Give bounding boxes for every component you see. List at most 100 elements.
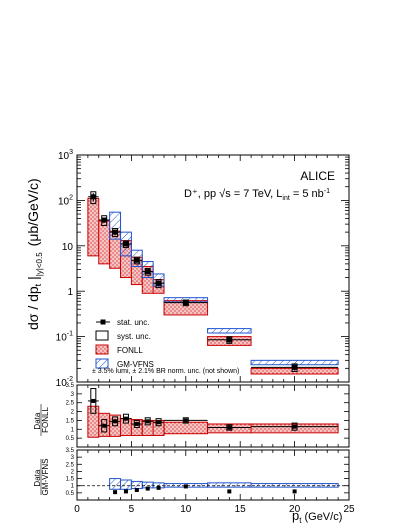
data-point: [101, 217, 107, 223]
fonll-ratio-y-tick-label: 1: [71, 427, 75, 433]
fonll-ratio-band: [120, 418, 132, 436]
y-tick-label: 103: [58, 149, 73, 162]
gmvfns-ratio-y-tick-label: 1.5: [66, 477, 75, 483]
fonll-ratio-label: Data FONLL: [33, 407, 50, 433]
fonll-ratio-syst-box: [226, 424, 233, 431]
y-tick-label: 10-2: [56, 376, 73, 389]
y-tick-label-base: 10: [56, 378, 68, 389]
gmvfns-ratio-band: [250, 483, 339, 488]
gmvfns-ratio-label-num: Data: [33, 469, 42, 486]
y-tick-label-base: 10: [58, 196, 70, 207]
fonll-band: [98, 220, 111, 265]
data-point: [134, 257, 140, 263]
gmvfns-ratio-point: [292, 489, 297, 494]
gmvfns-ratio-band: [109, 478, 122, 490]
fonll-ratio-point: [102, 423, 107, 428]
fonll-ratio-syst-box: [90, 388, 97, 414]
y-tick-label: 1: [67, 287, 73, 298]
fonll-ratio-y-tick-label: 1.5: [66, 418, 75, 424]
fonll-ratio-y-tick-label: 2: [71, 410, 75, 416]
fonll-ratio-syst-box: [101, 419, 108, 433]
gmvfns-ratio-marks: [77, 478, 349, 495]
x-axis-label-unit: (GeV/c): [304, 511, 342, 523]
normalisation-note: ± 3.5% lumi, ± 2.1% BR norm. unc. (not s…: [92, 368, 239, 375]
gmvfns-ratio-y-tick-label: 0.5: [66, 491, 75, 497]
data-point: [90, 194, 96, 200]
y-tick-label-exponent: 2: [69, 194, 73, 201]
gmvfns-band: [109, 211, 122, 240]
y-axis-label-bar: |: [25, 276, 41, 284]
process-label-sub: int: [282, 195, 289, 202]
y-axis-label: dσ / dpt ||y|<0.5 (μb/GeV/c): [25, 178, 44, 330]
gmvfns-ratio-y-tick-label: 3.5: [66, 448, 75, 454]
gmvfns-ratio-point: [145, 486, 150, 491]
y-axis-label-unit: (μb/GeV/c): [25, 178, 41, 246]
fonll-ratio-point: [145, 419, 150, 424]
y-tick-label-base: 10: [58, 151, 70, 162]
fonll-ratio-band: [163, 421, 209, 435]
data-point: [112, 229, 118, 235]
gmvfns-ratio-point: [227, 489, 232, 494]
gmvfns-ratio-point: [123, 489, 128, 494]
fonll-ratio-y-tick-label: 2.5: [66, 401, 75, 407]
data-point: [226, 337, 232, 343]
gmvfns-ratio-band: [207, 482, 252, 488]
fonll-ratio-syst-box: [112, 416, 119, 427]
fonll-ratio-syst-box: [122, 413, 129, 424]
y-tick-label-base: 1: [67, 287, 73, 298]
gmvfns-band: [207, 328, 252, 334]
legend-fonll-box: [95, 344, 109, 355]
x-tick-label: 10: [180, 504, 192, 515]
fonll-ratio-point: [292, 424, 297, 429]
legend-syst-box: [95, 330, 109, 341]
gmvfns-ratio-band: [130, 480, 143, 490]
data-point: [183, 300, 189, 306]
gmvfns-ratio-y-tick-label: 2.5: [66, 462, 75, 468]
fonll-ratio-point: [183, 418, 188, 423]
data-points-main: [87, 191, 339, 373]
y-tick-label-exponent: 3: [69, 149, 73, 156]
x-tick-label: 25: [343, 504, 355, 515]
main-plot-frame: [76, 154, 350, 383]
x-axis-label: pt (GeV/c): [292, 508, 342, 525]
y-axis-label-main: dσ / dp: [25, 286, 41, 330]
x-tick-label: 20: [289, 504, 301, 515]
legend: stat. unc. syst. unc. FONLL GM-VFNS ± 3.…: [92, 318, 239, 375]
fonll-ratio-marks: [87, 388, 339, 438]
data-point: [123, 241, 129, 247]
gmvfns-ratio-point: [156, 485, 161, 490]
y-tick-label: 10-1: [56, 331, 73, 344]
y-axis-label-sub: t: [33, 283, 43, 286]
x-tick-label: 0: [74, 504, 80, 515]
fonll-ratio-label-den: FONLL: [41, 407, 50, 433]
process-label: D⁺, pp √s = 7 TeV, Lint = 5 nb-1: [184, 188, 330, 202]
process-label-main: D⁺, pp √s = 7 TeV, L: [184, 188, 282, 200]
gmvfns-ratio-band: [120, 479, 132, 490]
legend-stat-label: stat. unc.: [117, 318, 149, 327]
process-label-sup: -1: [324, 188, 330, 195]
gmvfns-ratio-y-tick-label: 3: [71, 455, 75, 461]
fonll-ratio-frame: [76, 384, 350, 448]
fonll-ratio-label-num: Data: [33, 412, 42, 429]
fonll-ratio-y-tick-label: 3.5: [66, 383, 75, 389]
y-tick-label-exponent: -2: [67, 376, 73, 383]
fonll-ratio-point: [156, 420, 161, 425]
fonll-ratio-y-tick-label: 3: [71, 392, 75, 398]
legend-gmvfns-label: GM-VFNS: [117, 360, 154, 369]
fonll-ratio-y-tick-label: 0.5: [66, 436, 75, 442]
y-tick-label-exponent: -1: [67, 331, 73, 338]
process-label-tail: = 5 nb: [290, 188, 324, 200]
fonll-ratio-syst-box: [144, 417, 151, 426]
data-point: [156, 280, 162, 286]
legend-fonll-label: FONLL: [117, 346, 143, 355]
gmvfns-ratio-label-den: GM-VFNS: [41, 459, 50, 496]
data-point: [292, 364, 298, 370]
gmvfns-ratio-point: [134, 488, 139, 492]
gmvfns-ratio-label: Data GM-VFNS: [33, 459, 50, 496]
gmvfns-ratio-y-tick-label: 2: [71, 469, 75, 475]
gmvfns-ratio-y-tick-label: 1: [71, 484, 75, 490]
legend-stat-marker: [100, 319, 106, 325]
x-axis-label-sub: t: [299, 516, 302, 525]
axis-ticks: 0 5 10 15 20 2510-210-11101021030.50.5111.51.…: [56, 149, 355, 515]
